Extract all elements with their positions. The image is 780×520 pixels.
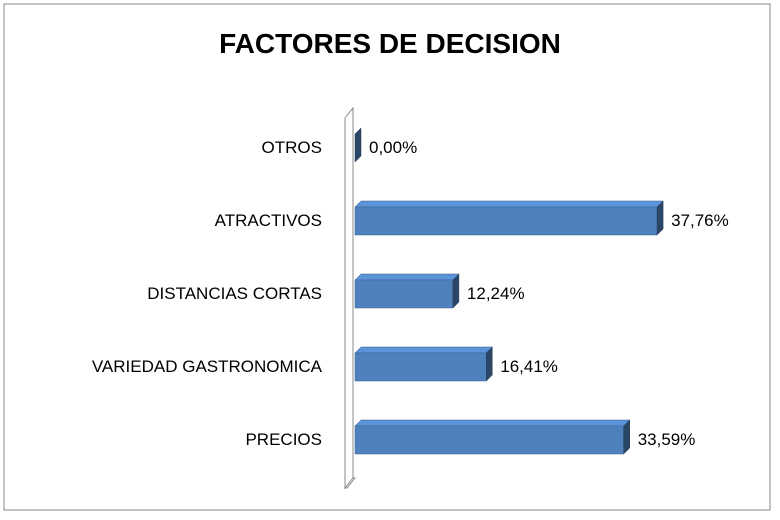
y-tick-label: ATRACTIVOS — [215, 181, 322, 261]
bar-top — [354, 273, 460, 281]
bar-top — [354, 419, 631, 427]
y-tick-label: VARIEDAD GASTRONOMICA — [92, 327, 322, 407]
back-wall-side — [344, 106, 354, 490]
data-label: 33,59% — [637, 430, 696, 449]
bar-side — [452, 273, 460, 309]
y-tick-text: PRECIOS — [245, 430, 322, 449]
y-tick-label: PRECIOS — [245, 400, 322, 480]
chart-title: FACTORES DE DECISION — [219, 28, 561, 59]
bar — [354, 206, 658, 236]
back-wall-floor — [343, 477, 357, 489]
bar — [354, 425, 624, 455]
bar-top — [354, 346, 493, 354]
data-label: 0,00% — [369, 138, 418, 157]
bar-top — [354, 200, 664, 208]
bar-side — [656, 200, 664, 236]
bar — [354, 352, 487, 382]
bar — [354, 279, 454, 309]
data-label: 37,76% — [671, 211, 729, 230]
bar-side — [354, 127, 362, 163]
y-tick-label: OTROS — [262, 108, 322, 188]
bar-side — [486, 346, 493, 382]
data-label: 16,41% — [500, 357, 558, 376]
y-tick-label: DISTANCIAS CORTAS — [147, 254, 322, 334]
y-tick-text: ATRACTIVOS — [214, 211, 322, 230]
bar-side — [623, 419, 630, 455]
y-tick-text: OTROS — [261, 138, 322, 157]
y-tick-text: DISTANCIAS CORTAS — [147, 284, 322, 303]
data-label: 12,24% — [466, 284, 525, 303]
y-tick-text: VARIEDAD GASTRONOMICA — [91, 357, 322, 376]
